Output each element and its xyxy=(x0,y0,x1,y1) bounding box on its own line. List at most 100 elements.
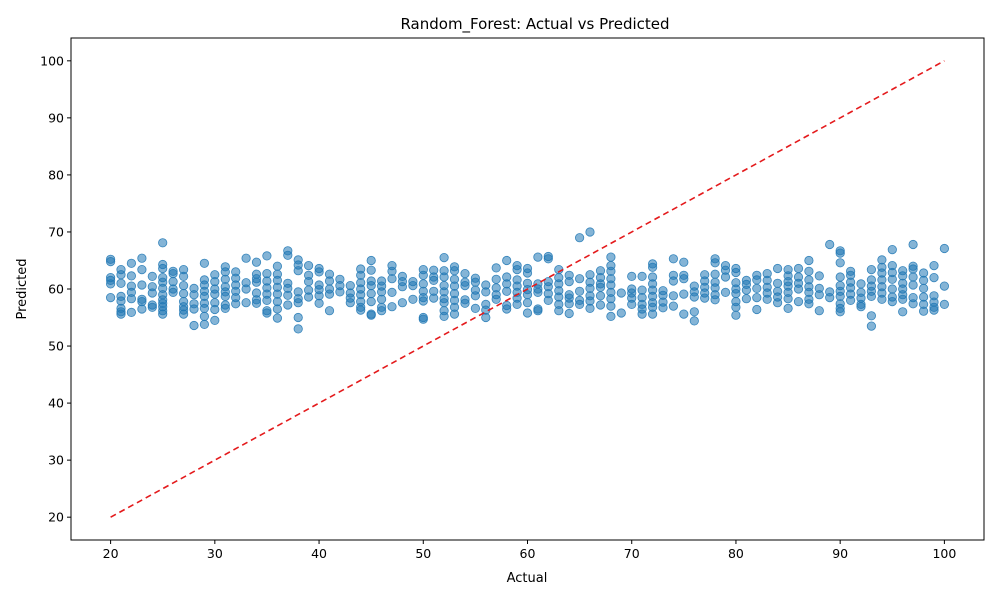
axes: 20 30 40 50 60 70 80 90 100 20 30 40 50 60 70 80 90 100 xyxy=(40,37,985,561)
x-tick-label: 30 xyxy=(207,546,223,561)
data-point xyxy=(731,302,741,312)
x-tick-label: 20 xyxy=(103,546,119,561)
data-point xyxy=(627,271,637,281)
data-point xyxy=(564,308,574,319)
y-axis-label: Predicted xyxy=(15,258,30,319)
data-point xyxy=(595,282,606,292)
data-point xyxy=(470,303,480,313)
data-point xyxy=(387,287,397,297)
data-point xyxy=(210,315,220,325)
reference-line xyxy=(110,60,945,518)
data-point xyxy=(189,304,199,314)
data-point xyxy=(866,264,877,275)
data-point xyxy=(126,258,136,268)
data-point xyxy=(262,295,272,305)
y-tick-label: 80 xyxy=(48,167,64,182)
data-point xyxy=(647,309,658,319)
data-point xyxy=(710,295,720,305)
data-point xyxy=(595,291,606,301)
data-point xyxy=(512,264,522,275)
data-point xyxy=(689,307,699,317)
data-point xyxy=(741,285,752,295)
data-point xyxy=(387,274,397,284)
data-point xyxy=(658,303,668,313)
data-point xyxy=(772,298,783,308)
data-point xyxy=(793,263,804,274)
data-point xyxy=(679,309,689,319)
data-point xyxy=(866,311,877,321)
data-point xyxy=(491,274,501,284)
data-point xyxy=(158,238,168,248)
data-point xyxy=(272,261,282,271)
data-point xyxy=(189,320,199,331)
data-point xyxy=(731,288,741,299)
data-point xyxy=(408,280,418,291)
data-point xyxy=(898,294,908,304)
data-point xyxy=(679,257,689,267)
data-point xyxy=(856,279,866,289)
data-point xyxy=(179,280,189,291)
data-point xyxy=(908,264,918,274)
y-tick-label: 50 xyxy=(48,339,64,354)
data-point xyxy=(272,304,282,314)
data-point xyxy=(783,294,793,304)
x-tick-label: 90 xyxy=(832,546,848,561)
data-point xyxy=(647,262,658,272)
data-point xyxy=(439,298,449,308)
data-point xyxy=(752,283,762,293)
data-point xyxy=(720,287,731,297)
data-point xyxy=(752,275,762,285)
data-point xyxy=(835,272,845,282)
x-tick-label: 60 xyxy=(520,546,536,561)
data-point xyxy=(522,298,533,308)
data-point xyxy=(356,305,366,315)
data-point xyxy=(283,290,293,300)
data-point xyxy=(522,308,533,318)
data-point xyxy=(543,295,553,305)
data-point xyxy=(668,301,679,311)
data-point xyxy=(939,281,950,291)
data-point xyxy=(439,272,449,282)
data-point xyxy=(866,321,877,331)
data-point xyxy=(199,303,209,313)
data-point xyxy=(199,258,209,268)
y-tick-label: 100 xyxy=(40,53,64,68)
data-points xyxy=(106,227,950,334)
data-point xyxy=(460,298,470,308)
data-point xyxy=(106,279,116,289)
data-point xyxy=(168,268,178,279)
data-point xyxy=(147,271,157,281)
data-point xyxy=(939,299,950,309)
data-point xyxy=(366,288,376,299)
y-tick-label: 60 xyxy=(48,282,64,297)
data-point xyxy=(939,243,950,254)
x-tick-label: 70 xyxy=(624,546,640,561)
data-point xyxy=(606,252,616,262)
y-tick-label: 90 xyxy=(48,110,64,125)
data-point xyxy=(116,309,126,319)
data-point xyxy=(137,264,147,275)
data-point xyxy=(918,283,929,293)
data-point xyxy=(918,306,929,316)
data-point xyxy=(481,287,491,297)
data-point xyxy=(470,291,480,301)
data-point xyxy=(241,253,251,263)
data-point xyxy=(126,307,136,317)
data-point xyxy=(314,267,324,277)
data-point xyxy=(564,276,574,287)
data-point xyxy=(293,266,303,276)
data-point xyxy=(825,292,835,303)
data-point xyxy=(293,312,303,323)
data-point xyxy=(241,298,251,308)
data-point xyxy=(574,286,585,296)
data-point xyxy=(324,306,335,316)
data-point xyxy=(731,267,741,278)
data-point xyxy=(502,304,512,314)
data-point xyxy=(491,294,501,304)
data-point xyxy=(116,278,126,288)
data-point xyxy=(220,303,230,313)
data-point xyxy=(814,290,824,300)
data-point xyxy=(366,296,376,307)
data-point xyxy=(147,288,157,298)
data-point xyxy=(616,288,626,298)
